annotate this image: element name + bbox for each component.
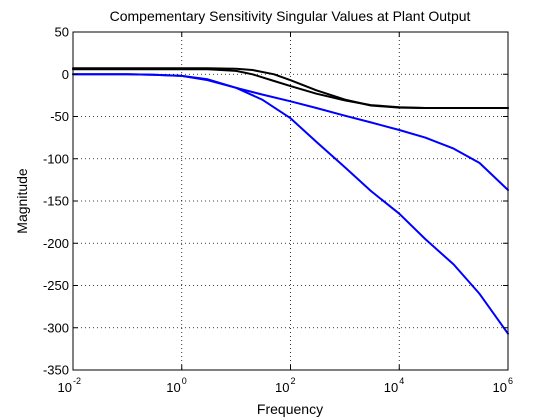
- x-tick-exponent: -2: [73, 376, 81, 386]
- y-tick-label: 50: [55, 25, 69, 40]
- x-axis-label: Frequency: [257, 401, 323, 417]
- y-tick-label: -100: [43, 151, 69, 166]
- chart-title: Compementary Sensitivity Singular Values…: [110, 8, 471, 24]
- ticks-layer: 10 -2 10 0 10 2 10 4 10 6500-50-100-150-200-250-3…: [43, 25, 513, 396]
- y-axis-label: Magnitude: [14, 168, 30, 234]
- x-tick-label: 10 -2: [58, 376, 81, 395]
- x-tick-exponent: 2: [291, 376, 296, 386]
- x-tick-exponent: 0: [182, 376, 187, 386]
- y-tick-label: 0: [62, 67, 69, 82]
- x-tick-base: 10: [384, 380, 398, 395]
- y-tick-label: -150: [43, 194, 69, 209]
- x-tick-base: 10: [166, 380, 180, 395]
- y-tick-label: -50: [50, 109, 69, 124]
- series-line-4: [72, 73, 509, 335]
- x-tick-base: 10: [275, 380, 289, 395]
- x-tick-label: 10 4: [384, 376, 404, 395]
- x-tick-label: 10 0: [166, 376, 186, 395]
- x-tick-exponent: 6: [508, 376, 513, 386]
- series-layer: [72, 67, 509, 335]
- x-tick-label: 10 2: [275, 376, 295, 395]
- y-tick-label: -250: [43, 278, 69, 293]
- x-tick-label: 10 6: [493, 376, 513, 395]
- x-tick-base: 10: [58, 380, 72, 395]
- series-line-2: [72, 68, 509, 109]
- x-tick-base: 10: [493, 380, 507, 395]
- grid-layer: [73, 32, 508, 370]
- y-tick-label: -200: [43, 236, 69, 251]
- y-tick-label: -300: [43, 320, 69, 335]
- x-tick-exponent: 4: [399, 376, 404, 386]
- y-tick-label: -350: [43, 363, 69, 378]
